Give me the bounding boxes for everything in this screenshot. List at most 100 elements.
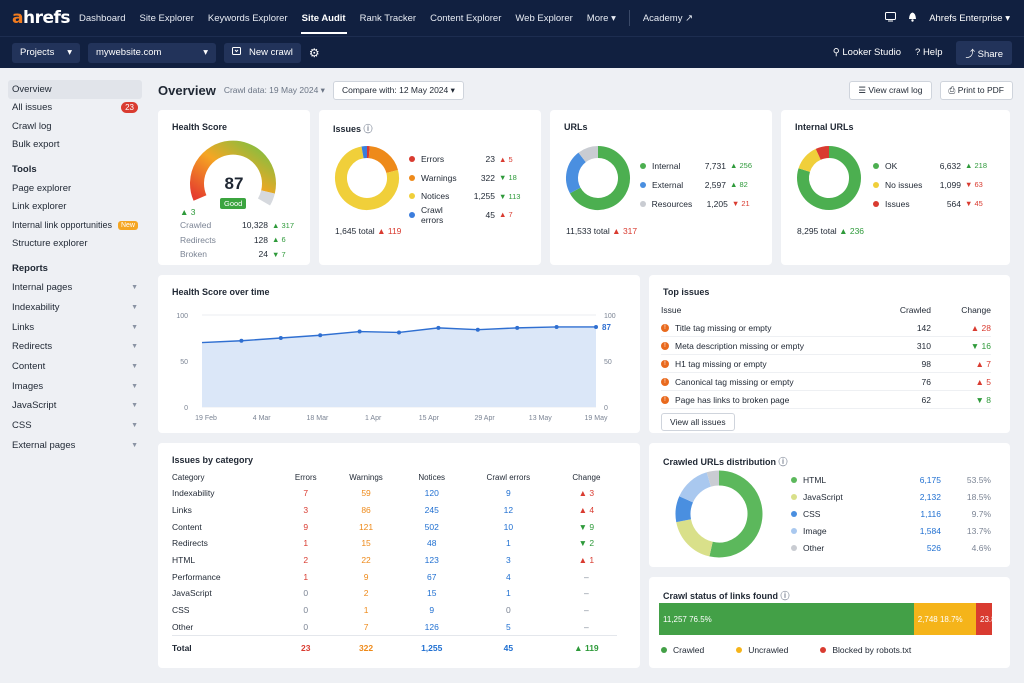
nav-web-explorer[interactable]: Web Explorer <box>515 12 573 24</box>
sidebar-item-content[interactable]: Content ▼ <box>12 361 138 373</box>
table-row[interactable]: HTML 2 22 123 3 ▲ 1 <box>172 555 595 566</box>
donut-slice[interactable] <box>569 146 630 210</box>
print-to-pdf-button[interactable]: ⎙ Print to PDF <box>939 80 1013 100</box>
top-issue-row[interactable]: ! H1 tag missing or empty 98 ▲ 7 <box>661 355 991 373</box>
donut-slice[interactable] <box>368 146 398 174</box>
distribution-row[interactable]: CSS 1,116 9.7% <box>791 505 991 522</box>
table-row[interactable]: Redirects 1 15 48 1 ▼ 2 <box>172 538 595 549</box>
donut-slice[interactable] <box>676 518 714 557</box>
table-row[interactable]: Other 0 7 126 5– <box>172 621 589 632</box>
donut-slice[interactable] <box>798 148 822 173</box>
sidebar-item-links[interactable]: Links ▼ <box>12 321 138 333</box>
projects-select[interactable]: Projects ▾ <box>12 42 80 63</box>
urls-row[interactable]: Resources 1,205 ▼ 21 <box>640 194 760 213</box>
info-icon[interactable]: ⓘ <box>363 124 373 134</box>
issues-row[interactable]: Errors 23 ▲ 5 <box>409 150 529 169</box>
nav-more[interactable]: More ▾ <box>586 12 616 24</box>
info-icon[interactable]: ⓘ <box>778 457 788 467</box>
nav-site-audit[interactable]: Site Audit <box>295 0 353 36</box>
account-menu[interactable]: Ahrefs Enterprise ▾ <box>929 12 1010 24</box>
legend-item[interactable]: Blocked by robots.txt <box>820 645 911 655</box>
sidebar-item-link-explorer[interactable]: Link explorer <box>12 201 67 213</box>
sidebar-item-external-pages[interactable]: External pages ▼ <box>12 439 138 451</box>
donut-slice[interactable] <box>706 470 720 487</box>
data-point[interactable] <box>594 324 598 329</box>
issues-row[interactable]: Notices 1,255 ▼ 113 <box>409 187 529 206</box>
sidebar-item-structure-explorer[interactable]: Structure explorer <box>12 238 88 250</box>
distribution-row[interactable]: JavaScript 2,132 18.5% <box>791 488 991 505</box>
bell-icon[interactable] <box>908 11 917 25</box>
nav-academy[interactable]: Academy ↗ <box>642 12 694 24</box>
sidebar-item-page-explorer[interactable]: Page explorer <box>12 182 72 194</box>
table-row[interactable]: Links 3 86 245 12 ▲ 4 <box>172 505 595 516</box>
help-link[interactable]: ? Help <box>915 47 943 58</box>
sidebar-item-images[interactable]: Images ▼ <box>12 380 138 392</box>
crawl-status-segment[interactable]: 2,748 18.7% <box>913 603 976 635</box>
new-crawl-button[interactable]: New crawl <box>224 42 301 63</box>
sidebar-item-internal-link-opportunities[interactable]: Internal link opportunities New <box>8 216 142 235</box>
nav-keywords-explorer[interactable]: Keywords Explorer <box>207 12 288 24</box>
crawl-status-segment[interactable]: 23.8% <box>976 603 992 635</box>
donut-slice[interactable] <box>815 146 830 160</box>
sidebar-item-redirects[interactable]: Redirects ▼ <box>12 341 138 353</box>
table-row[interactable]: CSS 0 1 9 0– <box>172 605 589 616</box>
top-issue-row[interactable]: ! Meta description missing or empty 310 ▼ 1… <box>661 337 991 355</box>
info-icon[interactable]: ⓘ <box>780 591 790 601</box>
data-point[interactable] <box>357 329 362 334</box>
sidebar-item-all-issues[interactable]: All issues 23 <box>8 99 142 118</box>
crawl-status-segment[interactable]: 11,257 76.5% <box>659 603 914 635</box>
sidebar-item-internal-pages[interactable]: Internal pages ▼ <box>12 282 138 294</box>
internal-row[interactable]: No issues 1,099 ▼ 63 <box>873 175 995 194</box>
data-point[interactable] <box>239 338 244 343</box>
urls-row[interactable]: Internal 7,731 ▲ 256 <box>640 156 760 175</box>
view-all-issues-button[interactable]: View all issues <box>661 413 735 431</box>
sidebar-item-javascript[interactable]: JavaScript ▼ <box>12 400 138 412</box>
data-point[interactable] <box>397 330 401 335</box>
data-point[interactable] <box>475 327 480 332</box>
sidebar-item-crawl-log[interactable]: Crawl log <box>12 120 52 132</box>
distribution-row[interactable]: HTML 6,175 53.5% <box>791 471 991 488</box>
table-row[interactable]: Performance 1 9 67 4– <box>172 571 589 582</box>
nav-site-explorer[interactable]: Site Explorer <box>139 12 194 24</box>
sidebar-item-indexability[interactable]: Indexability ▼ <box>12 302 138 314</box>
sidebar-item-bulk-export[interactable]: Bulk export <box>12 139 60 151</box>
data-point[interactable] <box>436 325 441 330</box>
data-point[interactable] <box>278 336 283 340</box>
top-issue-row[interactable]: ! Canonical tag missing or empty 76 ▲ 5 <box>661 373 991 391</box>
site-select[interactable]: mywebsite.com ▾ <box>88 42 216 63</box>
donut-slice[interactable] <box>709 470 763 558</box>
data-point[interactable] <box>515 325 520 330</box>
sidebar-item-overview[interactable]: Overview <box>8 80 142 99</box>
internal-row[interactable]: Issues 564 ▼ 45 <box>873 194 995 213</box>
issues-row[interactable]: Crawl errors 45 ▲ 7 <box>409 205 529 225</box>
distribution-row[interactable]: Other 526 4.6% <box>791 539 991 556</box>
monitor-icon[interactable] <box>885 11 897 25</box>
donut-slice[interactable] <box>335 146 399 210</box>
donut-slice[interactable] <box>797 146 861 210</box>
view-crawl-log-button[interactable]: ☰ View crawl log <box>849 80 932 100</box>
top-issue-row[interactable]: ! Title tag missing or empty 142 ▲ 28 <box>661 319 991 337</box>
donut-slice[interactable] <box>675 496 694 523</box>
compare-select[interactable]: Compare with: 12 May 2024 ▾ <box>332 80 464 100</box>
looker-studio-link[interactable]: ⚲ Looker Studio <box>832 47 901 58</box>
sidebar-item-css[interactable]: CSS ▼ <box>12 420 138 432</box>
nav-dashboard[interactable]: Dashboard <box>79 12 126 24</box>
nav-content-explorer[interactable]: Content Explorer <box>430 12 502 24</box>
nav-rank-tracker[interactable]: Rank Tracker <box>359 12 417 24</box>
table-row[interactable]: JavaScript 0 2 15 1– <box>172 588 589 599</box>
donut-slice[interactable] <box>679 472 712 503</box>
donut-slice[interactable] <box>566 152 587 194</box>
table-row[interactable]: Content 9 121 502 10 ▼ 9 <box>172 521 595 532</box>
urls-row[interactable]: External 2,597 ▲ 82 <box>640 175 760 194</box>
top-issue-row[interactable]: ! Page has links to broken page 62 ▼ 8 <box>661 391 991 409</box>
data-point[interactable] <box>554 324 559 329</box>
ahrefs-logo[interactable]: ahrefs <box>12 8 71 28</box>
gear-icon[interactable]: ⚙ <box>308 45 320 60</box>
crawl-data-select[interactable]: Crawl data: 19 May 2024 ▾ <box>223 84 325 95</box>
legend-item[interactable]: Crawled <box>661 645 704 655</box>
share-button[interactable]: ⤴ Share <box>956 40 1012 65</box>
issues-row[interactable]: Warnings 322 ▼ 18 <box>409 169 529 188</box>
donut-slice[interactable] <box>578 146 599 163</box>
distribution-row[interactable]: Image 1,584 13.7% <box>791 522 991 539</box>
internal-row[interactable]: OK 6,632 ▲ 218 <box>873 156 995 175</box>
